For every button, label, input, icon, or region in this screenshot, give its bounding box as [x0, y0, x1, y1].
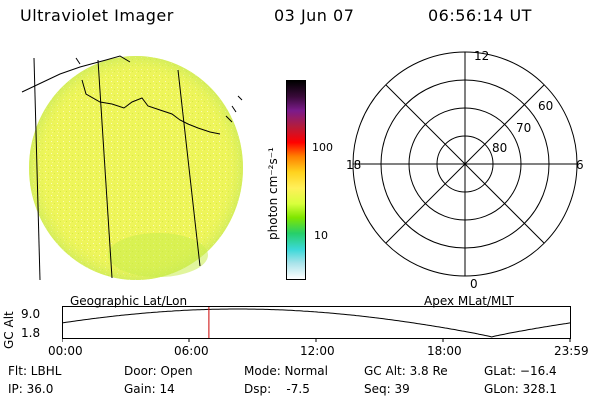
lat-label-60: 60: [538, 99, 553, 113]
meridian-line: [33, 57, 41, 281]
polar-grid-plot: 12 18 6 0 60 70 80: [346, 49, 584, 290]
altitude-curve: [62, 308, 571, 338]
right-panel-caption: Apex MLat/MLT: [424, 294, 514, 308]
ip-status: IP: 36.0: [8, 382, 54, 396]
time-tick-label: 12:00: [300, 344, 335, 358]
coastline: [225, 95, 243, 123]
altitude-tick-label: 1.8: [21, 326, 41, 340]
dsp-status: Dsp: -7.5: [244, 382, 310, 396]
image-time: 06:56:14 UT: [428, 6, 532, 25]
time-tick-label: 06:00: [174, 344, 209, 358]
uv-earth-image: [21, 55, 243, 281]
seq-status: Seq: 39: [364, 382, 410, 396]
altitude-axis-label: GC Alt: [2, 311, 16, 349]
mode-status: Mode: Normal: [244, 364, 328, 378]
colorbar-tick-label: 100: [312, 141, 333, 154]
altitude-timeline: [62, 306, 571, 342]
meridian-line: [97, 59, 113, 279]
mlt-label-18: 18: [346, 158, 361, 172]
time-tick-label: 00:00: [48, 344, 83, 358]
filter-status: Flt: LBHL: [8, 364, 62, 378]
lat-label-80: 80: [492, 141, 507, 155]
coastline: [21, 55, 221, 135]
lat-label-70: 70: [516, 121, 531, 135]
image-date: 03 Jun 07: [274, 6, 355, 25]
color-scale-bar: [286, 80, 306, 280]
image-title: Ultraviolet Imager: [20, 6, 174, 25]
left-panel-caption: Geographic Lat/Lon: [70, 294, 188, 308]
colorbar-unit-label: photon cm⁻²s⁻¹: [266, 147, 280, 240]
time-tick-label: 23:59: [554, 344, 589, 358]
gain-status: Gain: 14: [124, 382, 175, 396]
gc-alt-status: GC Alt: 3.8 Re: [364, 364, 448, 378]
glat-status: GLat: −16.4: [484, 364, 557, 378]
glon-status: GLon: 328.1: [484, 382, 557, 396]
meridian-line: [177, 69, 201, 267]
mlt-label-6: 6: [576, 158, 584, 172]
time-tick-label: 18:00: [427, 344, 462, 358]
colorbar-tick-label: 10: [314, 229, 328, 242]
altitude-tick-label: 9.0: [21, 307, 41, 321]
door-status: Door: Open: [124, 364, 193, 378]
mlt-label-0: 0: [470, 277, 478, 290]
coastline: [75, 57, 81, 65]
mlt-label-12: 12: [474, 49, 489, 63]
